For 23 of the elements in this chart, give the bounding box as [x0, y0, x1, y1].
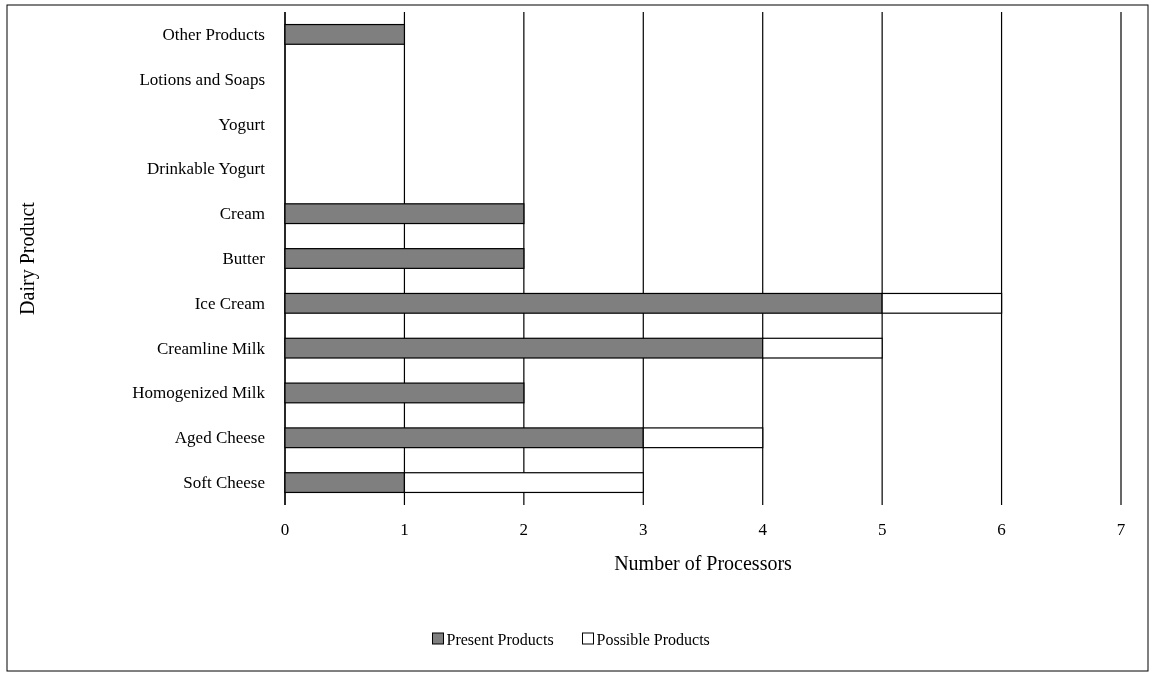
- x-tick-label: 4: [758, 520, 768, 539]
- y-tick-label: Aged Cheese: [174, 428, 265, 448]
- x-axis-title: Number of Processors: [614, 552, 793, 574]
- legend-label: Possible Products: [596, 630, 710, 648]
- x-tick-label: 7: [1116, 520, 1126, 539]
- x-tick-label: 1: [400, 520, 409, 539]
- y-tick-label: Other Products: [162, 24, 265, 44]
- y-tick-label: Lotions and Soaps: [139, 69, 265, 89]
- legend-label: Present Products: [446, 630, 554, 648]
- y-tick-label: Cream: [219, 204, 265, 224]
- x-tick-label: 5: [877, 520, 887, 539]
- y-tick-label: Soft Cheese: [183, 473, 265, 493]
- x-tick-label: 6: [997, 520, 1006, 539]
- x-tick-label: 0: [280, 520, 290, 539]
- y-axis-title: Dairy Product: [16, 201, 39, 315]
- x-tick-label: 2: [519, 520, 529, 539]
- y-tick-label: Homogenized Milk: [132, 383, 266, 403]
- y-tick-label: Butter: [222, 249, 266, 268]
- y-tick-label: Creamline Milk: [156, 338, 266, 358]
- y-tick-label: Ice Cream: [194, 293, 265, 313]
- x-tick-label: 3: [639, 520, 648, 539]
- y-tick-label: Drinkable Yogurt: [146, 159, 266, 179]
- y-tick-label: Yogurt: [218, 114, 266, 134]
